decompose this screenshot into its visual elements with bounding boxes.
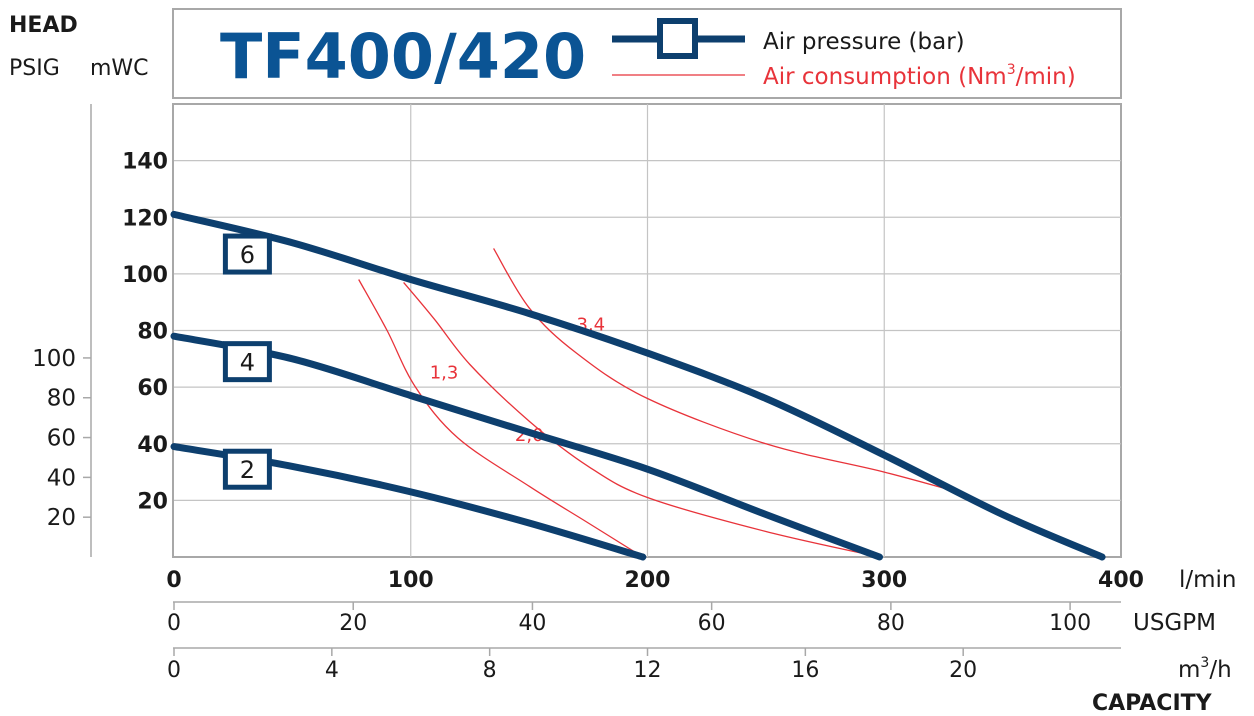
air-consumption-curves: 1,32,03,4: [358, 248, 968, 558]
psig-tick-label: 40: [47, 465, 76, 491]
m3h-tick-label: 0: [167, 658, 181, 683]
head-label: HEAD: [9, 13, 78, 38]
air-pressure-curves: 6 4 2: [170, 210, 1106, 561]
air-consumption-label: 1,3: [430, 363, 459, 384]
m3h-tick-label: 8: [483, 658, 497, 683]
header-box: [172, 8, 1122, 99]
legend-air-pressure-label: Air pressure (bar): [763, 29, 965, 55]
m3h-unit-label: m3/h: [1178, 655, 1232, 683]
air-pressure-label: 4: [240, 349, 255, 377]
mwc-tick-label: 40: [137, 433, 168, 458]
usgpm-tick-label: 100: [1049, 611, 1091, 636]
psig-axis: 20 40 60 80 100: [32, 346, 91, 531]
m3h-tick-label: 12: [634, 658, 662, 683]
usgpm-unit-label: USGPM: [1133, 610, 1216, 636]
psig-tick-label: 20: [47, 505, 76, 531]
air-pressure-label: 2: [240, 456, 255, 484]
usgpm-axis: 0 20 40 60 80 100: [167, 602, 1091, 636]
air-pressure-label-box: [222, 233, 272, 275]
lmin-tick-label: 400: [1098, 568, 1144, 593]
usgpm-tick-label: 60: [698, 611, 726, 636]
air-pressure-curve: [170, 210, 1106, 561]
air-pressure-label-box: [222, 448, 272, 490]
lmin-tick-label: 200: [625, 568, 671, 593]
mwc-tick-label: 20: [137, 489, 168, 514]
m3h-axis: 0 4 8 12 16 20: [167, 648, 977, 683]
air-consumption-curve: [403, 281, 880, 558]
legend-air-consumption-label: Air consumption (Nm3/min): [763, 62, 1076, 90]
usgpm-tick-label: 0: [167, 611, 181, 636]
capacity-label: CAPACITY: [1092, 691, 1213, 716]
mwc-tick-label: 140: [122, 150, 168, 175]
lmin-tick-label: 100: [388, 568, 434, 593]
chart-title: TF400/420: [220, 20, 586, 93]
lmin-axis: 0 100 200 300 400: [166, 568, 1144, 593]
lmin-tick-label: 0: [166, 568, 181, 593]
lmin-unit-label: l/min: [1179, 567, 1237, 593]
psig-tick-label: 60: [47, 426, 76, 452]
mwc-tick-label: 60: [137, 376, 168, 401]
air-pressure-label-box: [222, 341, 272, 383]
mwc-axis-label: mWC: [90, 56, 149, 81]
psig-axis-label: PSIG: [9, 56, 60, 81]
m3h-tick-label: 4: [325, 658, 339, 683]
usgpm-tick-label: 80: [877, 611, 905, 636]
usgpm-tick-label: 20: [339, 611, 367, 636]
grid-lines: [174, 104, 1121, 557]
mwc-tick-label: 80: [137, 320, 168, 345]
legend-air-pressure-marker: [657, 18, 698, 59]
mwc-axis: 20 40 60 80 100 120 140: [122, 150, 168, 515]
m3h-tick-label: 20: [949, 658, 977, 683]
m3h-tick-label: 16: [791, 658, 819, 683]
psig-tick-label: 100: [32, 346, 76, 372]
mwc-tick-label: 100: [122, 263, 168, 288]
air-consumption-curve: [493, 248, 968, 496]
usgpm-tick-label: 40: [518, 611, 546, 636]
air-pressure-label: 6: [240, 241, 255, 269]
air-pressure-curve: [170, 332, 883, 561]
psig-tick-label: 80: [47, 386, 76, 412]
air-consumption-curve: [358, 279, 644, 558]
lmin-tick-label: 300: [861, 568, 907, 593]
mwc-tick-label: 120: [122, 206, 168, 231]
